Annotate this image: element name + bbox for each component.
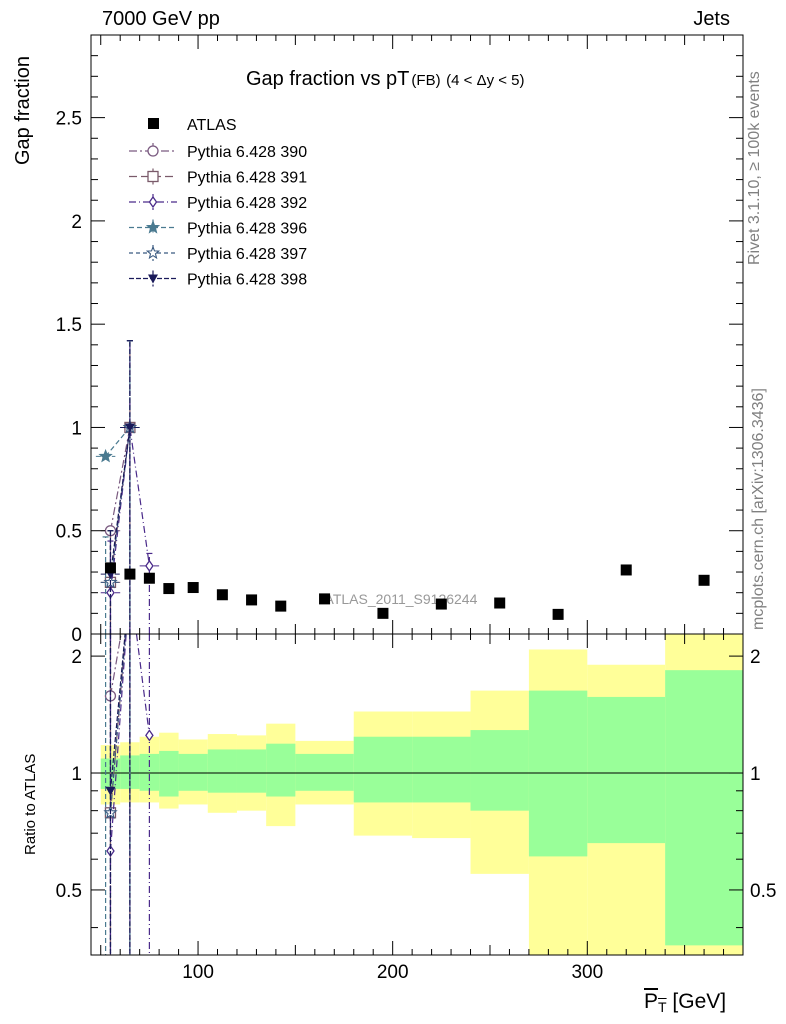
- legend-marker-atlas: [148, 118, 159, 129]
- ratio-band-green: [178, 753, 208, 791]
- title-cond: (4 < Δy < 5): [446, 72, 525, 89]
- marker-triangle: [124, 423, 135, 433]
- ratio-band-green: [412, 736, 471, 803]
- series-bottom: [103, 634, 154, 955]
- ratio-band-green: [353, 736, 413, 803]
- series-line-pythia-6-428-396: [105, 427, 131, 457]
- tick-label: 1: [71, 764, 82, 785]
- ratio-line-pythia-6-428-397: [109, 634, 127, 813]
- x-axis-label: PT [GeV]: [644, 990, 726, 1015]
- header-left: 7000 GeV pp: [102, 8, 220, 30]
- tick-label: 200: [377, 962, 409, 983]
- bottom-frame: [90, 633, 744, 956]
- marker-star-filled: [145, 219, 161, 234]
- legend-label-pythia-6-428-392: Pythia 6.428 392: [187, 195, 307, 212]
- atlas-point: [319, 593, 331, 605]
- ratio-bands: [91, 634, 743, 955]
- ratio-band-green: [266, 743, 296, 797]
- legend-label-pythia-6-428-397: Pythia 6.428 397: [187, 246, 307, 263]
- atlas-point: [698, 574, 710, 586]
- marker-diamond: [145, 559, 154, 572]
- atlas-point: [275, 600, 287, 612]
- y-axis-label-top: Gap fraction: [12, 56, 34, 165]
- marker-triangle: [148, 274, 158, 284]
- tick-label: 1.5: [56, 315, 82, 336]
- marker-square: [147, 170, 159, 183]
- x-axis-label-unit: [GeV]: [672, 990, 727, 1013]
- tick-label: 0: [71, 625, 82, 646]
- ratio-line-pythia-6-428-390: [109, 634, 122, 697]
- atlas-point: [552, 608, 564, 620]
- title-sub: (FB): [411, 72, 441, 89]
- tick-label: 0.5: [56, 522, 82, 543]
- series-line-pythia-6-428-397: [109, 427, 131, 583]
- legend-label-pythia-6-428-398: Pythia 6.428 398: [187, 272, 307, 289]
- x-axis-label-sub: T: [658, 999, 667, 1015]
- atlas-point: [377, 607, 389, 619]
- atlas-point: [187, 582, 199, 594]
- tick-labels: 100 200 300 0 0.5 1 1.5 2 2.5 0.5 0.5 1 1 2 2: [56, 109, 777, 983]
- legend-label-atlas: ATLAS: [187, 117, 237, 134]
- plot-title: Gap fraction vs pT (FB) (4 < Δy < 5): [246, 68, 525, 91]
- title-main: Gap fraction vs pT: [246, 68, 410, 90]
- legend-label-pythia-6-428-391: Pythia 6.428 391: [187, 170, 307, 187]
- marker-diamond: [148, 195, 158, 209]
- mcplots-label: mcplots.cern.ch [arXiv:1306.3436]: [750, 388, 767, 630]
- axis-ticks: [91, 35, 743, 955]
- atlas-point: [124, 568, 136, 580]
- ratio-band-green: [236, 749, 267, 793]
- ratio-band-green: [159, 750, 179, 797]
- ratio-band-green: [587, 696, 666, 844]
- tick-label: 2.5: [56, 109, 82, 130]
- header-right: Jets: [693, 8, 730, 30]
- ratio-line-pythia-6-428-392: [109, 634, 150, 852]
- tick-label: 2: [71, 647, 82, 668]
- tick-label: 2: [750, 647, 761, 668]
- x-axis-label-main: P: [644, 990, 659, 1013]
- tick-label: 300: [571, 962, 603, 983]
- legend-label-pythia-6-428-396: Pythia 6.428 396: [187, 221, 307, 238]
- atlas-point: [494, 597, 506, 609]
- legend-label-pythia-6-428-390: Pythia 6.428 390: [187, 144, 307, 161]
- ratio-band-green: [139, 753, 160, 791]
- tick-label: 0.5: [750, 881, 776, 902]
- marker-circle: [147, 145, 159, 157]
- atlas-point: [435, 598, 447, 610]
- ratio-band-green: [207, 749, 237, 793]
- tick-label: 1: [750, 764, 761, 785]
- atlas-point: [104, 562, 116, 574]
- marker-star-filled: [98, 448, 113, 463]
- atlas-point: [620, 564, 632, 576]
- series-line-pythia-6-428-390: [109, 427, 131, 531]
- tick-label: 2: [71, 212, 82, 233]
- tick-label: 100: [182, 962, 214, 983]
- atlas-point: [163, 583, 175, 595]
- tick-label: 0.5: [56, 881, 82, 902]
- watermark: ATLAS_2011_S9126244: [325, 591, 478, 607]
- series-line-pythia-6-428-398: [109, 427, 131, 575]
- legend: ATLAS Pythia 6.428 390 Pythia 6.428 391 Pyt…: [129, 117, 307, 289]
- ratio-band-green: [295, 753, 354, 791]
- y-axis-label-bottom: Ratio to ATLAS: [22, 753, 39, 855]
- atlas-point: [216, 589, 228, 601]
- marker-triangle: [105, 786, 116, 796]
- series-top: [95, 340, 160, 634]
- atlas-points: [104, 562, 710, 620]
- ratio-band-green: [470, 730, 529, 811]
- marker-star-open: [145, 245, 161, 260]
- marker-diamond: [145, 729, 154, 742]
- atlas-point: [143, 572, 155, 584]
- rivet-version-label: Rivet 3.1.10, ≥ 100k events: [746, 71, 763, 265]
- ratio-band-green: [665, 670, 743, 946]
- tick-label: 1: [71, 418, 82, 439]
- atlas-point: [246, 594, 258, 606]
